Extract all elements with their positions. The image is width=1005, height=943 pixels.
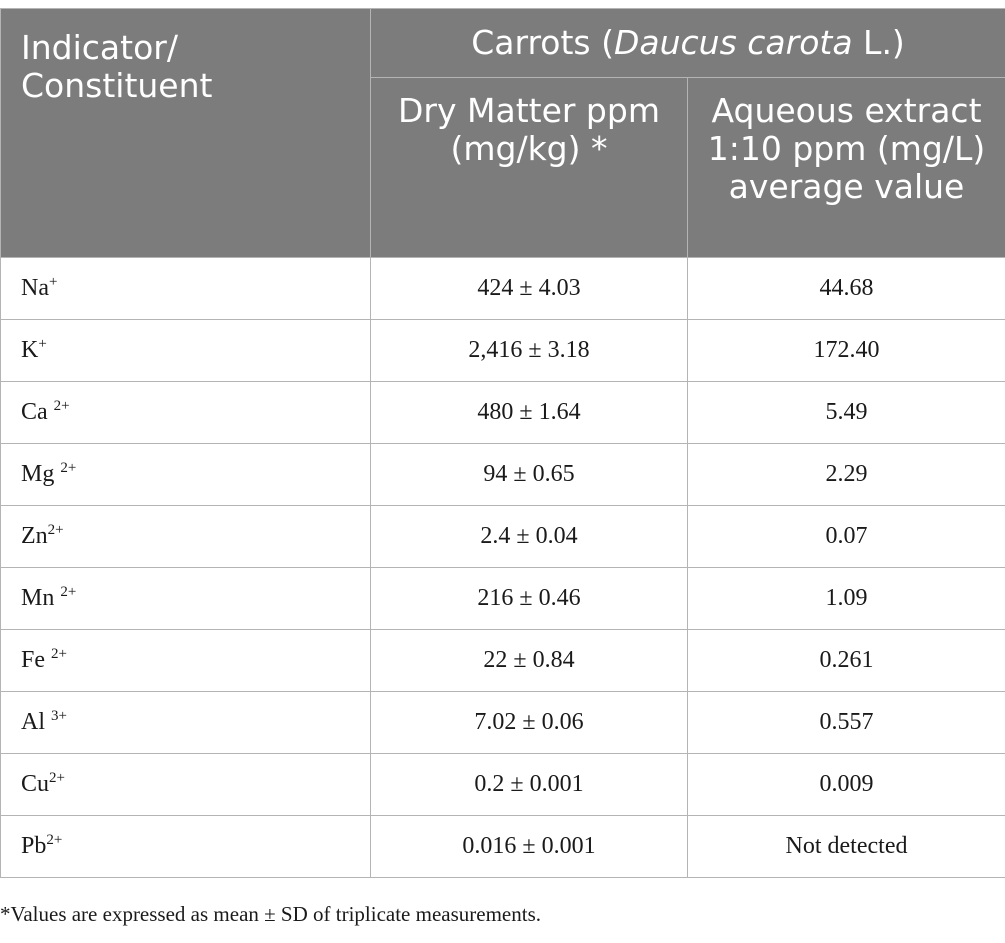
dry-matter-cell: 94 ± 0.65 bbox=[370, 443, 688, 506]
aqueous-cell: 0.557 bbox=[686, 691, 1005, 754]
constituent-cell: Cu2+ bbox=[0, 753, 371, 816]
dry-matter-cell: 2.4 ± 0.04 bbox=[370, 505, 688, 568]
header-carrots-group: Carrots (Daucus carota L.) bbox=[369, 8, 1005, 78]
table-row: Mn 2+ 216 ± 0.46 1.09 bbox=[0, 567, 1005, 630]
group-prefix: Carrots ( bbox=[471, 23, 614, 62]
group-species: Daucus carota bbox=[613, 23, 853, 62]
constituent-cell: Na+ bbox=[0, 257, 371, 320]
aqueous-cell: 0.009 bbox=[686, 753, 1005, 816]
constituent-cell: K+ bbox=[0, 319, 371, 382]
dry-matter-cell: 0.2 ± 0.001 bbox=[370, 753, 688, 816]
group-suffix: L.) bbox=[852, 23, 905, 62]
table-row: Ca 2+ 480 ± 1.64 5.49 bbox=[0, 381, 1005, 444]
aqueous-cell: 1.09 bbox=[686, 567, 1005, 630]
table-row: K+ 2,416 ± 3.18 172.40 bbox=[0, 319, 1005, 382]
aqueous-cell: 2.29 bbox=[686, 443, 1005, 506]
table-row: Na+ 424 ± 4.03 44.68 bbox=[0, 257, 1005, 320]
dry-matter-cell: 424 ± 4.03 bbox=[370, 257, 688, 320]
header-aqueous-extract: Aqueous extract 1:10 ppm (mg/L) average … bbox=[686, 77, 1005, 258]
constituent-cell: Pb2+ bbox=[0, 815, 371, 878]
dry-matter-cell: 22 ± 0.84 bbox=[370, 629, 688, 692]
dry-matter-cell: 7.02 ± 0.06 bbox=[370, 691, 688, 754]
header-indicator: Indicator/ Constituent bbox=[0, 8, 371, 258]
aqueous-cell: 44.68 bbox=[686, 257, 1005, 320]
carrot-mineral-table: Indicator/ Constituent Carrots (Daucus c… bbox=[0, 8, 1005, 878]
aqueous-cell: Not detected bbox=[686, 815, 1005, 878]
table-row: Pb2+ 0.016 ± 0.001 Not detected bbox=[0, 815, 1005, 878]
aqueous-cell: 0.261 bbox=[686, 629, 1005, 692]
constituent-cell: Mg 2+ bbox=[0, 443, 371, 506]
table-row: Cu2+ 0.2 ± 0.001 0.009 bbox=[0, 753, 1005, 816]
aqueous-cell: 5.49 bbox=[686, 381, 1005, 444]
aqueous-cell: 0.07 bbox=[686, 505, 1005, 568]
constituent-cell: Fe 2+ bbox=[0, 629, 371, 692]
aqueous-cell: 172.40 bbox=[686, 319, 1005, 382]
dry-matter-cell: 2,416 ± 3.18 bbox=[370, 319, 688, 382]
constituent-cell: Al 3+ bbox=[0, 691, 371, 754]
constituent-cell: Mn 2+ bbox=[0, 567, 371, 630]
table-row: Al 3+ 7.02 ± 0.06 0.557 bbox=[0, 691, 1005, 754]
header-dry-matter: Dry Matter ppm (mg/kg) * bbox=[370, 77, 688, 258]
constituent-cell: Ca 2+ bbox=[0, 381, 371, 444]
table-row: Zn2+ 2.4 ± 0.04 0.07 bbox=[0, 505, 1005, 568]
dry-matter-cell: 0.016 ± 0.001 bbox=[370, 815, 688, 878]
table-row: Mg 2+ 94 ± 0.65 2.29 bbox=[0, 443, 1005, 506]
dry-matter-cell: 480 ± 1.64 bbox=[370, 381, 688, 444]
constituent-cell: Zn2+ bbox=[0, 505, 371, 568]
dry-matter-cell: 216 ± 0.46 bbox=[370, 567, 688, 630]
table-footnote: *Values are expressed as mean ± SD of tr… bbox=[0, 902, 542, 926]
table-row: Fe 2+ 22 ± 0.84 0.261 bbox=[0, 629, 1005, 692]
